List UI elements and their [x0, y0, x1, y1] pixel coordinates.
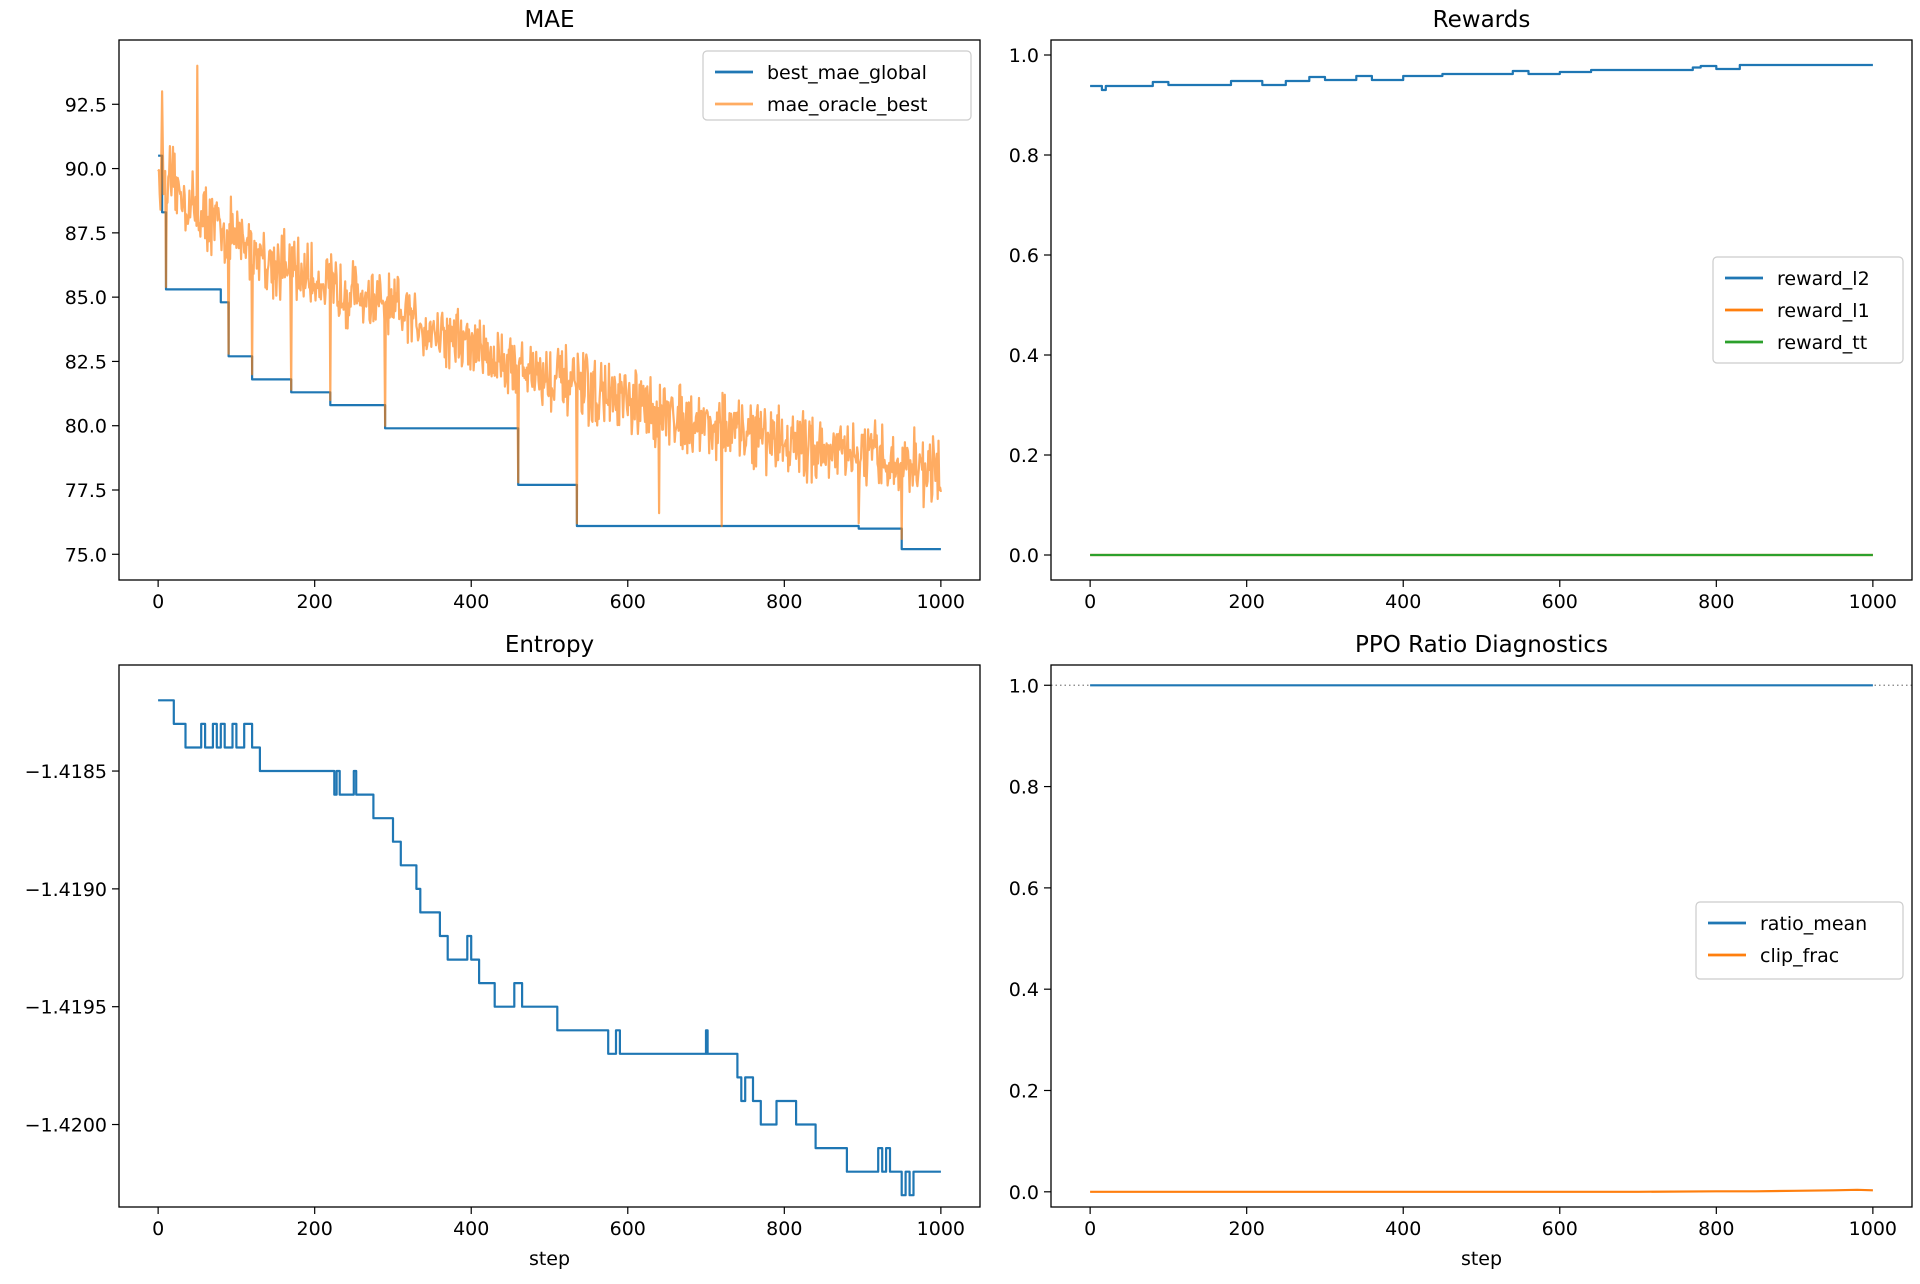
x-tick-label: 0: [152, 591, 164, 613]
y-tick-label: 82.5: [65, 351, 107, 373]
x-tick-label: 400: [1385, 1218, 1421, 1240]
x-tick-label: 800: [766, 1218, 802, 1240]
x-tick-label: 200: [1229, 1218, 1265, 1240]
legend-label: best_mae_global: [767, 62, 927, 84]
x-tick-label: 600: [1542, 591, 1578, 613]
axes-frame: [118, 664, 981, 1208]
x-tick-label: 200: [1229, 591, 1265, 613]
legend-label: ratio_mean: [1760, 913, 1867, 935]
y-tick-label: −1.4190: [25, 879, 107, 901]
axes-frame: [118, 39, 981, 581]
panel-1: MAE 0 200 400 600 800 1000 75.0 77.5 80.0 82.5 85.0…: [65, 7, 981, 613]
y-tick-label: 92.5: [65, 94, 107, 116]
x-axis-label: step: [1461, 1248, 1502, 1270]
y-tick-label: 1.0: [1009, 45, 1039, 67]
x-tick-label: 400: [453, 591, 489, 613]
x-tick-label: 600: [1542, 1218, 1578, 1240]
x-tick-label: 800: [766, 591, 802, 613]
legend-box: [1695, 901, 1904, 980]
panel-title: Rewards: [1433, 7, 1531, 33]
x-tick-label: 0: [152, 1218, 164, 1240]
plot-area: [158, 699, 941, 1197]
series-line-clip_frac: [1090, 1188, 1873, 1193]
y-tick-label: 0.0: [1009, 1182, 1039, 1204]
y-tick-label: 0.0: [1009, 545, 1039, 567]
x-tick-label: 1000: [1849, 1218, 1897, 1240]
legend-box: [1712, 256, 1904, 364]
x-tick-label: 200: [297, 1218, 333, 1240]
legend-label: reward_l2: [1777, 268, 1870, 290]
y-tick-label: 75.0: [65, 544, 107, 566]
axes-frame: [1050, 39, 1913, 581]
plot-area: [1090, 63, 1873, 557]
legend-box: [702, 50, 972, 121]
panel-2: Rewards 0 200 400 600 800 1000 0.0 0.2 0.4 0.6 0.8 1…: [1009, 7, 1913, 613]
panel-title: MAE: [524, 7, 574, 33]
x-axis-label: step: [529, 1248, 570, 1270]
y-tick-label: 0.8: [1009, 145, 1039, 167]
plot-area: [1051, 684, 1912, 1193]
y-tick-label: −1.4195: [25, 997, 107, 1019]
x-tick-label: 400: [1385, 591, 1421, 613]
panel-title: Entropy: [505, 632, 594, 658]
legend: reward_l2 reward_l1 reward_tt: [1712, 256, 1904, 364]
y-tick-label: −1.4200: [25, 1115, 107, 1137]
series-line-best_mae_global: [158, 154, 941, 551]
y-tick-label: 0.4: [1009, 345, 1039, 367]
x-tick-label: 0: [1084, 591, 1096, 613]
x-tick-label: 0: [1084, 1218, 1096, 1240]
y-tick-label: 0.6: [1009, 878, 1039, 900]
x-tick-label: 800: [1698, 1218, 1734, 1240]
series-line-reward_l2: [1090, 63, 1873, 92]
x-tick-label: 600: [610, 591, 646, 613]
legend-label: clip_frac: [1760, 945, 1839, 967]
x-tick-label: 1000: [917, 591, 965, 613]
legend: best_mae_global mae_oracle_best: [702, 50, 972, 121]
legend-label: mae_oracle_best: [767, 94, 927, 116]
y-tick-label: 87.5: [65, 223, 107, 245]
y-tick-label: 0.8: [1009, 777, 1039, 799]
panel-title: PPO Ratio Diagnostics: [1355, 632, 1608, 658]
x-tick-label: 400: [453, 1218, 489, 1240]
panel-3: Entropy 0 200 400 600 800 1000 −1.4185 −1.4190 −1…: [25, 632, 981, 1270]
plot-area: [157, 64, 942, 551]
axes-frame: [1050, 664, 1913, 1208]
legend-label: reward_tt: [1777, 332, 1867, 354]
y-tick-label: 0.2: [1009, 445, 1039, 467]
x-tick-label: 200: [297, 591, 333, 613]
series-line-mae_oracle_best: [157, 64, 942, 540]
y-tick-label: 0.4: [1009, 979, 1039, 1001]
y-tick-label: 1.0: [1009, 675, 1039, 697]
y-tick-label: 77.5: [65, 480, 107, 502]
y-tick-label: 0.6: [1009, 245, 1039, 267]
y-tick-label: 85.0: [65, 287, 107, 309]
series-line-entropy: [158, 699, 941, 1197]
x-tick-label: 1000: [1849, 591, 1897, 613]
y-tick-label: 0.2: [1009, 1080, 1039, 1102]
legend: ratio_mean clip_frac: [1695, 901, 1904, 980]
y-tick-label: 80.0: [65, 416, 107, 438]
x-tick-label: 1000: [917, 1218, 965, 1240]
y-tick-label: −1.4185: [25, 761, 107, 783]
x-tick-label: 800: [1698, 591, 1734, 613]
y-tick-label: 90.0: [65, 159, 107, 181]
x-tick-label: 600: [610, 1218, 646, 1240]
legend-label: reward_l1: [1777, 300, 1870, 322]
panel-4: PPO Ratio Diagnostics 0 200 400 600 800 1000 0.…: [1009, 632, 1913, 1270]
